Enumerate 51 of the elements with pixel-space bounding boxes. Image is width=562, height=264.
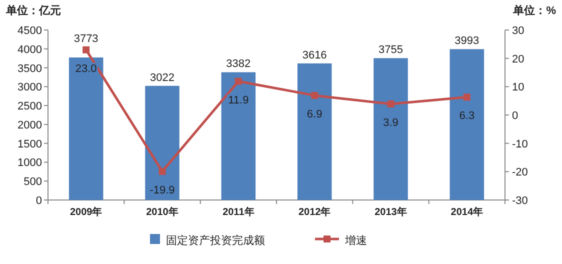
legend-label: 增速	[344, 234, 367, 247]
point	[158, 168, 166, 175]
x-tick-label: 2010年	[146, 206, 178, 218]
point	[387, 100, 394, 108]
point	[311, 92, 318, 99]
bar	[297, 63, 332, 200]
bar	[374, 58, 408, 200]
data-label: 3382	[226, 58, 251, 70]
y-tick-label: 1000	[18, 157, 42, 170]
y-tick-label: 4500	[18, 25, 42, 37]
data-label: 11.9	[228, 94, 249, 106]
bar	[68, 57, 104, 200]
x-tick-label: 2013年	[374, 206, 407, 218]
data-label: 3.9	[383, 116, 398, 129]
data-label: -19.9	[150, 184, 175, 196]
y-tick-label: 1500	[18, 138, 42, 150]
y-tick-label: 2500	[18, 100, 42, 113]
data-label: 3022	[150, 72, 174, 84]
data-label: 3993	[454, 35, 480, 48]
data-label: 3773	[74, 32, 98, 45]
data-label: 6.3	[459, 110, 475, 122]
data-label: 23.0	[75, 62, 97, 75]
point	[234, 78, 242, 85]
point	[82, 46, 90, 54]
y2-tick-label: 20	[512, 53, 524, 66]
y2-tick-label: -30	[512, 195, 528, 207]
y-axis-title: 单位：亿元	[5, 4, 61, 17]
y2-tick-label: 10	[512, 82, 524, 94]
bar	[221, 72, 256, 200]
y-tick-label: 3000	[18, 82, 42, 94]
y2-tick-label: 0	[512, 110, 518, 122]
x-tick-label: 2012年	[298, 206, 331, 218]
y2-tick-label: -20	[512, 166, 528, 179]
x-tick-label: 2014年	[450, 206, 484, 218]
y2-tick-label: 30	[512, 25, 524, 37]
data-label: 3616	[302, 49, 327, 62]
x-tick-label: 2011年	[222, 206, 254, 218]
y-tick-label: 500	[24, 176, 42, 188]
y2-tick-label: -10	[512, 138, 528, 150]
y-tick-label: 3500	[18, 62, 42, 75]
y-tick-label: 2000	[18, 119, 42, 132]
point	[463, 94, 470, 101]
legend-label: 固定资产投资完成额	[166, 234, 265, 247]
bar	[450, 49, 484, 200]
data-label: 6.9	[306, 108, 322, 120]
x-tick-label: 2009年	[70, 206, 102, 218]
y2-axis-title: 单位：%	[512, 4, 556, 17]
bar	[145, 86, 180, 200]
data-label: 3755	[378, 44, 403, 56]
y-tick-label: 4000	[18, 44, 42, 56]
y-tick-label: 0	[36, 195, 42, 207]
